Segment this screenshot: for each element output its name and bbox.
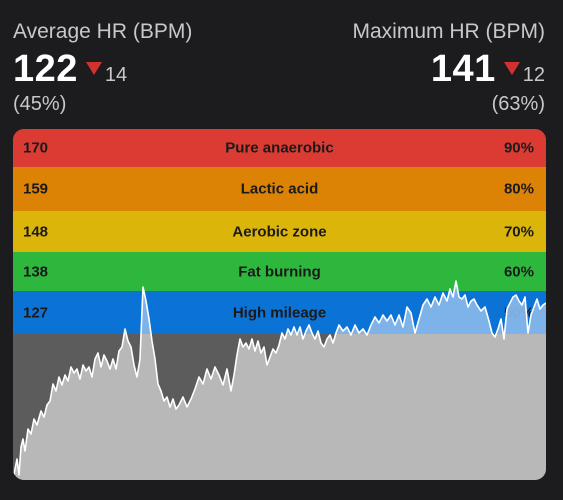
down-triangle-icon — [85, 62, 102, 75]
hr-area-in-zone — [124, 281, 546, 334]
zone-percent: 90% — [503, 139, 534, 157]
zone-row-aerobic: 148 Aerobic zone 70% — [13, 211, 546, 252]
heart-rate-trace — [13, 280, 546, 480]
zone-percent: 60% — [503, 263, 534, 280]
zone-bpm: 138 — [23, 263, 49, 280]
hr-line — [13, 280, 546, 480]
average-hr-percent: (45%) — [13, 93, 67, 115]
zone-row-lactic-acid: 159 Lactic acid 80% — [13, 167, 546, 211]
zone-name: Aerobic zone — [232, 223, 327, 240]
down-triangle-icon — [503, 62, 520, 75]
zone-name: High mileage — [232, 304, 327, 321]
zone-row-fat-burning: 138 Fat burning 60% — [13, 252, 546, 291]
zone-percent: 70% — [503, 223, 534, 240]
average-hr-value: 122 — [13, 48, 78, 90]
zone-bpm: 127 — [23, 304, 49, 321]
average-hr-delta: 14 — [104, 64, 128, 86]
average-hr-title: Average HR (BPM) — [13, 20, 193, 43]
zone-row-pure-anaerobic: 170 Pure anaerobic 90% — [13, 129, 546, 167]
maximum-hr-title: Maximum HR (BPM) — [352, 20, 546, 43]
zone-bpm: 170 — [23, 139, 49, 157]
zone-name: Fat burning — [238, 263, 321, 280]
maximum-hr-percent: (63%) — [491, 93, 545, 115]
zone-bpm: 159 — [23, 180, 49, 198]
maximum-hr-value: 141 — [430, 48, 496, 90]
zone-name: Lactic acid — [240, 180, 319, 198]
maximum-hr-delta: 12 — [522, 64, 545, 86]
zone-name: Pure anaerobic — [225, 139, 334, 157]
zone-percent: 80% — [503, 180, 534, 198]
zone-bpm: 148 — [23, 223, 49, 240]
hr-area — [13, 334, 546, 480]
hr-zone-chart: 170 Pure anaerobic 90% 159 Lactic acid 8… — [13, 129, 546, 480]
